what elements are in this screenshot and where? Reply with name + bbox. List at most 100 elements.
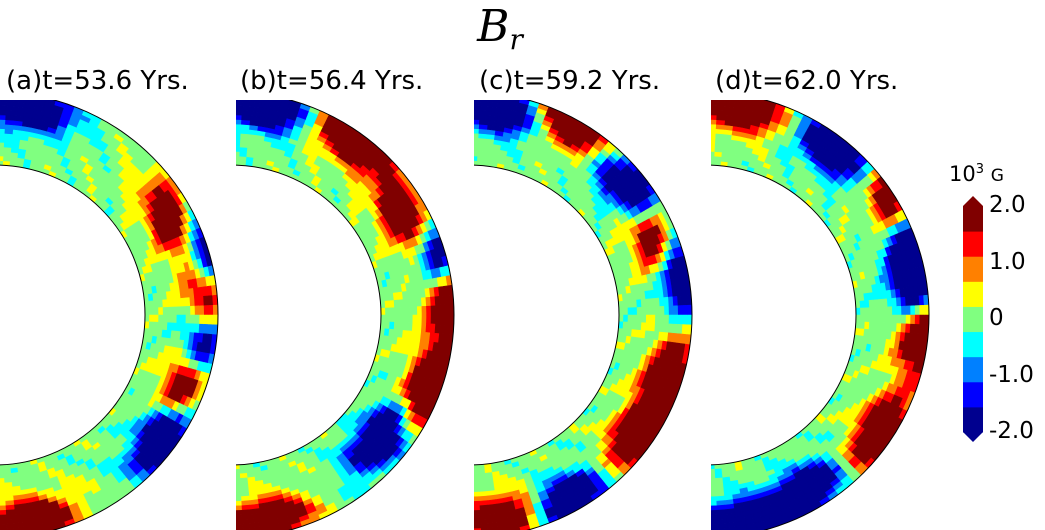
field-cell [636,322,642,331]
colorbar-segment [963,206,983,232]
field-cell [474,137,479,143]
field-cell [919,314,925,326]
field-cell [0,109,7,116]
field-cell [403,306,409,316]
field-cell [236,155,240,161]
field-cell [673,314,679,325]
field-cell [878,314,884,324]
field-cell [474,469,478,475]
field-cell [896,314,902,325]
field-cell [0,519,7,525]
field-cell [474,473,479,479]
field-cell [664,314,670,325]
colorbar-tick-label: -1.0 [989,361,1034,388]
field-cell [0,155,4,161]
field-cell [910,305,916,316]
field-cell [474,105,481,111]
field-cell [6,527,17,530]
field-cell [144,314,150,323]
field-cell [0,500,6,507]
field-cell [0,114,7,120]
field-cell [711,146,716,152]
colorbar-unit: 103 G [949,162,1004,186]
field-cell [622,300,629,309]
field-cell [153,300,159,309]
field-cell [236,510,243,516]
field-cell [194,305,201,316]
panel-b-label: (b)t=56.4 Yrs. [240,66,423,96]
field-cell [892,314,898,324]
field-cell [148,321,155,330]
field-cell [711,100,718,107]
field-cell [398,306,405,316]
field-cell [402,322,409,332]
field-cell [711,491,717,498]
field-cell [394,307,400,316]
field-cell [474,487,479,493]
field-cell [166,298,173,308]
field-cell [474,123,480,130]
field-cell [632,314,638,323]
colorbar-segment [963,281,983,307]
field-cell [509,527,521,530]
field-cell [677,305,684,316]
field-cell [171,298,178,308]
field-cell [905,305,912,316]
field-cell [474,505,480,511]
field-cell [35,100,47,103]
field-cell [0,523,7,530]
field-cell [756,524,768,530]
field-cell [655,306,661,316]
field-cell [923,314,929,326]
field-cell [882,314,889,324]
field-cell [914,314,921,325]
panel-d-plot [711,100,930,530]
field-cell [711,514,718,521]
field-cell [892,306,898,316]
field-cell [239,155,248,162]
field-cell [923,304,929,316]
field-cell [398,299,404,308]
field-cell [645,314,652,324]
field-cell [389,300,395,309]
field-cell [641,306,647,316]
field-cell [711,128,717,134]
field-cell [236,487,241,493]
field-cell [711,141,716,148]
colorbar-tick-label: 0 [989,305,1004,331]
field-cell [623,307,629,316]
field-cell [711,132,717,139]
field-cell [474,146,479,152]
field-cell [645,306,652,316]
field-cell [203,314,210,325]
field-cell [0,473,5,479]
field-cell [199,305,205,316]
field-cell [149,307,155,316]
field-cell [480,527,491,530]
field-cell [236,464,240,470]
field-cell [435,314,441,325]
field-cell [714,468,723,475]
field-cell [659,305,665,316]
field-cell [0,119,6,125]
field-cell [864,314,870,323]
field-cell [474,132,480,139]
field-cell [873,322,879,331]
field-cell [877,298,884,308]
colorbar-segment [963,331,983,358]
field-cell [474,491,480,498]
field-cell [711,482,716,489]
panel-d-label: (d)t=62.0 Yrs. [715,66,898,96]
field-cell [0,128,6,134]
field-cell [474,514,481,521]
field-cell [430,305,437,316]
field-cell [480,100,491,103]
field-cell [618,307,624,316]
field-cell [632,307,638,316]
field-cell [686,304,692,316]
colorbar: 103 G 2.0 1.0 0 -1.0 -2.0 [945,160,1045,460]
field-cell [166,322,173,332]
colorbar-segment [963,256,983,282]
field-cell [711,109,718,116]
field-cell [236,500,242,507]
